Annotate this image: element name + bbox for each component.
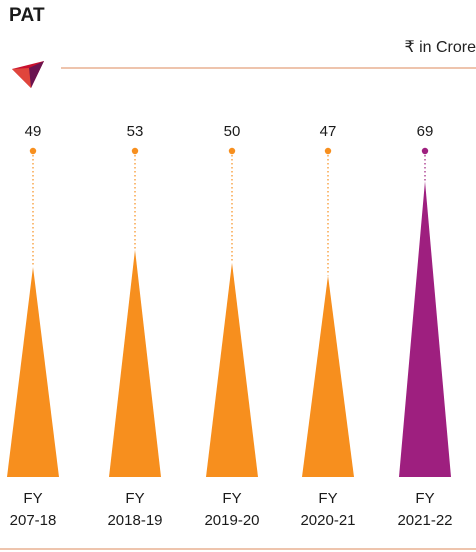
- value-dot: [324, 147, 332, 155]
- value-dot: [29, 147, 37, 155]
- chart-title: PAT: [9, 5, 45, 26]
- category-label-line1: FY: [125, 490, 144, 507]
- logo-light-facet: [12, 68, 31, 88]
- unit-label: ₹ in Crore: [404, 39, 476, 56]
- triangle-bar: [206, 262, 258, 477]
- triangle-bar: [302, 275, 354, 477]
- value-label: 53: [127, 123, 144, 140]
- category-label-line1: FY: [23, 490, 42, 507]
- category-label-line1: FY: [318, 490, 337, 507]
- logo-dark-facet: [29, 61, 44, 88]
- category-label-line2: 207-18: [10, 512, 57, 529]
- category-label-line2: 2018-19: [107, 512, 162, 529]
- value-label: 69: [417, 123, 434, 140]
- value-label: 47: [320, 123, 337, 140]
- value-label: 49: [25, 123, 42, 140]
- value-dot: [228, 147, 236, 155]
- logo-icon: [12, 61, 44, 88]
- category-label-line2: 2019-20: [204, 512, 259, 529]
- category-label-line2: 2020-21: [300, 512, 355, 529]
- triangle-bar: [109, 249, 161, 477]
- category-label-line2: 2021-22: [397, 512, 452, 529]
- value-dot: [421, 147, 429, 155]
- category-label-line1: FY: [222, 490, 241, 507]
- category-label-line1: FY: [415, 490, 434, 507]
- value-dot: [131, 147, 139, 155]
- value-label: 50: [224, 123, 241, 140]
- triangle-bar: [7, 266, 59, 477]
- triangle-bar: [399, 181, 451, 477]
